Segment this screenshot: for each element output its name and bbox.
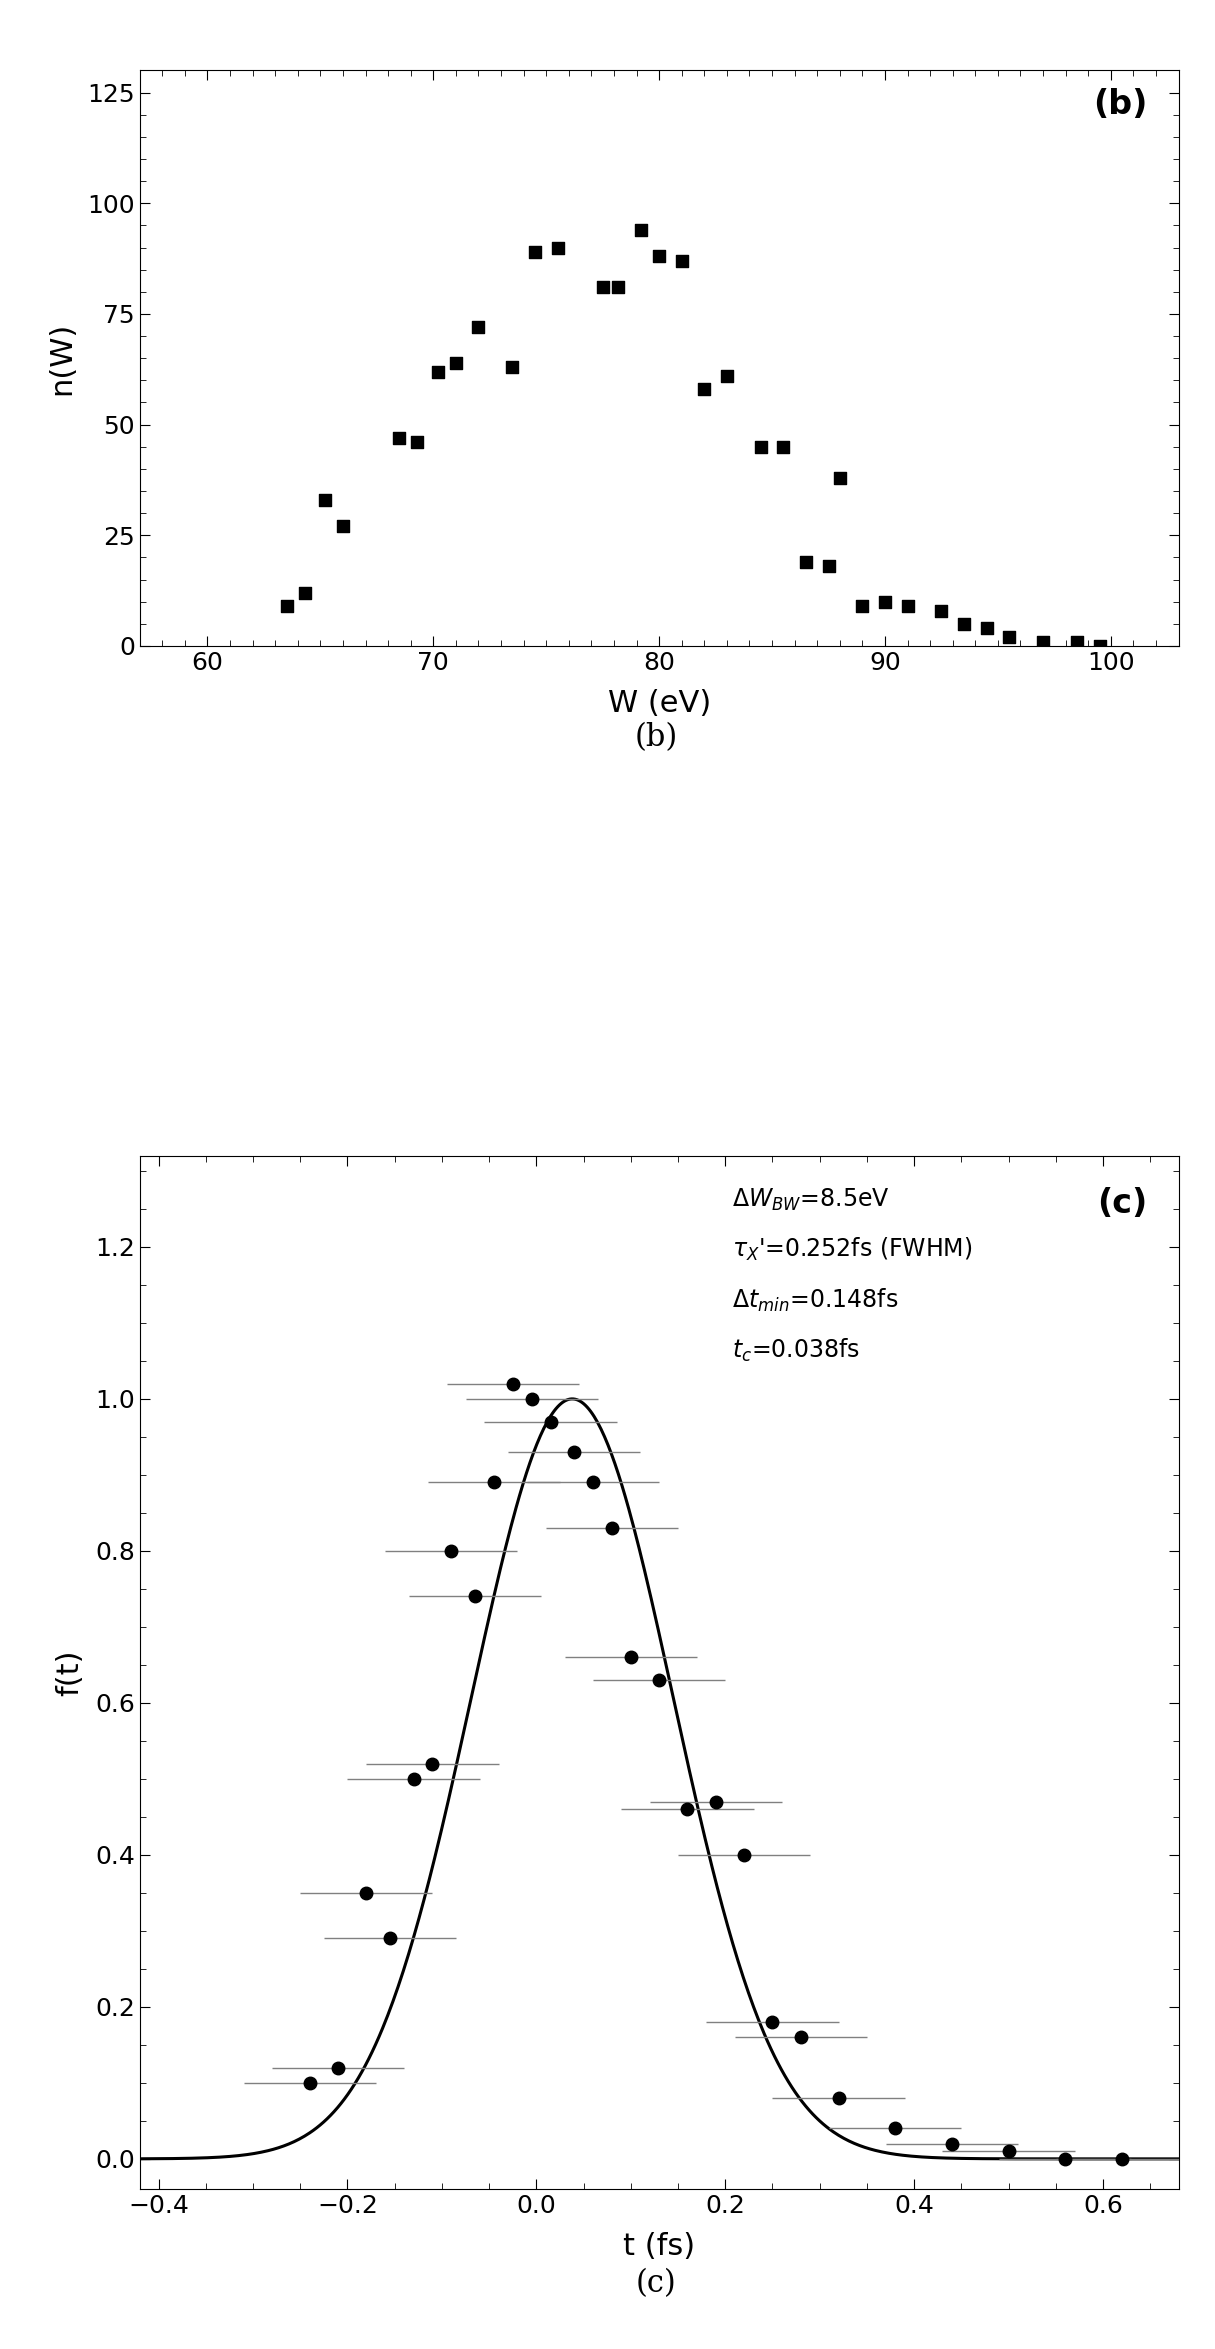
Point <box>672 242 691 280</box>
Point <box>796 543 815 580</box>
Point <box>609 268 628 305</box>
Point <box>819 547 838 585</box>
Text: (b): (b) <box>634 721 678 754</box>
Point <box>649 237 668 275</box>
Point <box>717 357 736 395</box>
Point <box>875 583 894 620</box>
Point <box>408 423 428 460</box>
Text: (b): (b) <box>1094 87 1147 120</box>
Y-axis label: f(t): f(t) <box>55 1649 84 1696</box>
Point <box>315 482 334 519</box>
Point <box>1090 627 1109 665</box>
Point <box>954 606 973 644</box>
Point <box>853 587 872 625</box>
Point <box>390 418 409 456</box>
Point <box>632 211 651 249</box>
Point <box>1067 622 1086 660</box>
Point <box>503 348 522 385</box>
Text: $\Delta W_{BW}$=8.5eV
$\tau_X$'=0.252fs (FWHM)
$\Delta t_{min}$=0.148fs
$t_c$=0.: $\Delta W_{BW}$=8.5eV $\tau_X$'=0.252fs … <box>731 1186 972 1365</box>
Text: (c): (c) <box>635 2267 677 2300</box>
Point <box>695 371 714 409</box>
Point <box>593 268 612 305</box>
Point <box>830 458 849 496</box>
Point <box>446 343 465 381</box>
X-axis label: t (fs): t (fs) <box>623 2232 695 2262</box>
Point <box>469 308 488 345</box>
Point <box>898 587 917 625</box>
Point <box>277 587 296 625</box>
Point <box>295 573 315 611</box>
Point <box>751 428 770 465</box>
Point <box>333 507 352 545</box>
Point <box>932 592 951 630</box>
Text: (c): (c) <box>1097 1186 1147 1219</box>
X-axis label: W (eV): W (eV) <box>608 688 711 719</box>
Point <box>1000 618 1019 655</box>
Point <box>428 352 447 390</box>
Point <box>525 233 544 270</box>
Point <box>977 608 996 646</box>
Point <box>774 428 793 465</box>
Point <box>548 228 567 265</box>
Y-axis label: n(W): n(W) <box>47 322 77 395</box>
Point <box>1033 622 1052 660</box>
